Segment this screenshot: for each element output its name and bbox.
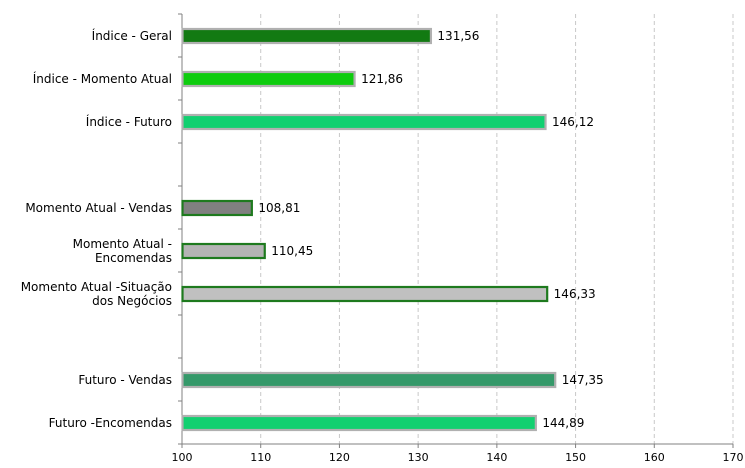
x-tick-label: 140: [486, 451, 507, 464]
data-label: 131,56: [437, 29, 479, 43]
bar: [181, 285, 549, 303]
bar: [181, 414, 537, 432]
bar: [181, 371, 557, 389]
data-label: 147,35: [562, 373, 604, 387]
y-category-label: Momento Atual -Encomendas: [73, 237, 172, 265]
y-category-label: Momento Atual -Situação dos Negócios: [21, 280, 172, 308]
x-tick-label: 150: [565, 451, 586, 464]
x-tick-label: 170: [723, 451, 744, 464]
bar: [181, 242, 266, 260]
y-category-label: Futuro - Vendas: [78, 373, 172, 387]
y-category-label: Índice - Geral: [92, 28, 172, 43]
data-label: 108,81: [258, 201, 300, 215]
y-category-label: Índice - Futuro: [86, 114, 172, 129]
bar: [181, 70, 356, 88]
x-tick-label: 130: [408, 451, 429, 464]
bar: [181, 199, 253, 217]
x-tick-label: 100: [172, 451, 193, 464]
y-category-label: Futuro -Encomendas: [49, 416, 172, 430]
x-tick-label: 120: [329, 451, 350, 464]
data-label: 146,33: [554, 287, 596, 301]
data-label: 110,45: [271, 244, 313, 258]
bar: [181, 27, 433, 45]
y-category-label: Índice - Momento Atual: [33, 71, 172, 86]
bar: [181, 113, 547, 131]
data-label: 121,86: [361, 72, 403, 86]
x-tick-label: 160: [644, 451, 665, 464]
x-tick-label: 110: [250, 451, 271, 464]
y-category-label: Momento Atual - Vendas: [25, 201, 172, 215]
data-label: 144,89: [542, 416, 584, 430]
data-label: 146,12: [552, 115, 594, 129]
